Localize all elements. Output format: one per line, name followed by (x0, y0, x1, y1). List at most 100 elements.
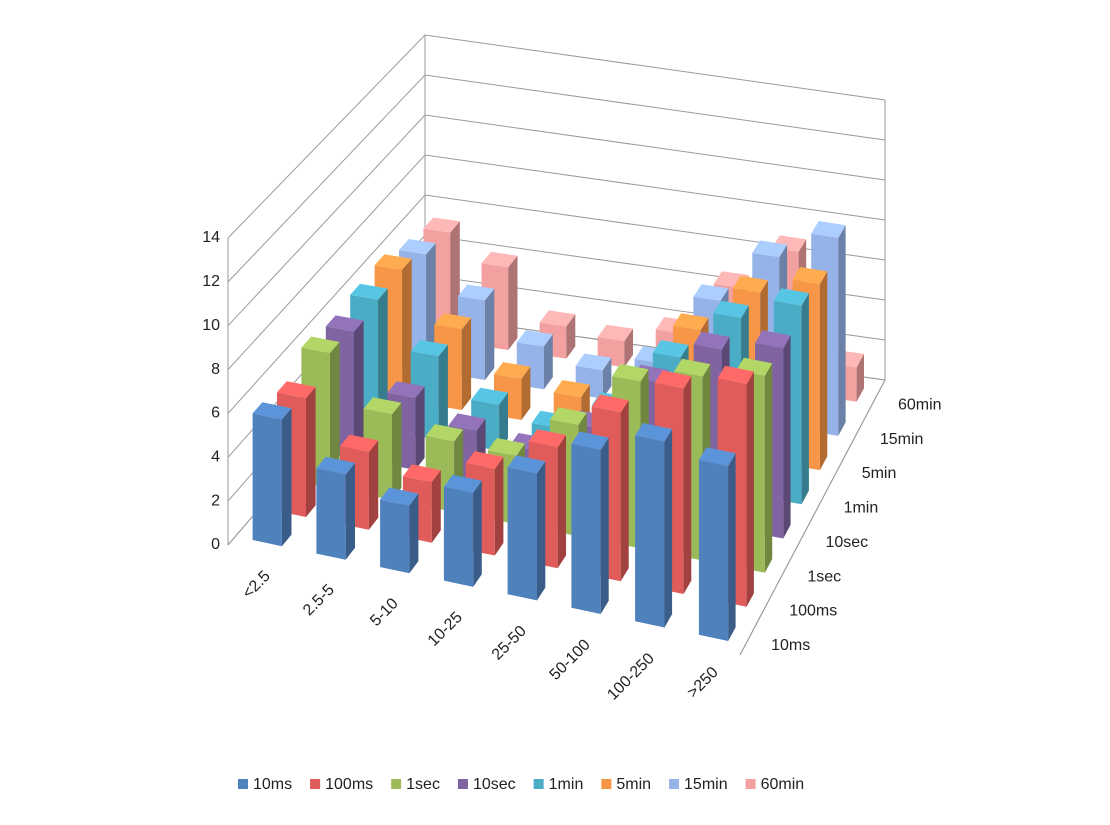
legend-swatch (669, 779, 680, 789)
bar-front (571, 443, 601, 614)
legend-swatch (457, 779, 468, 789)
bar-side (354, 320, 364, 459)
bar-top (374, 254, 412, 270)
bar-top (471, 387, 508, 405)
bar-side (819, 271, 828, 471)
bar-top (612, 363, 649, 382)
bar (507, 455, 546, 601)
z-tick-label: 100ms (789, 603, 837, 620)
grid-line (227, 114, 886, 327)
bar-top (553, 380, 590, 397)
x-tick-label: 100-250 (604, 650, 658, 704)
bar-side (838, 225, 846, 436)
bar-side (409, 493, 419, 574)
bar-side (485, 288, 495, 380)
legend-swatch (391, 779, 402, 789)
z-tick-label: 15min (880, 431, 924, 448)
bar-side (499, 392, 508, 451)
bar-side (415, 386, 425, 470)
bar-front (380, 499, 410, 574)
legend-label: 60min (761, 776, 805, 793)
bar-side (783, 335, 791, 539)
bar-top (673, 313, 709, 331)
bar-top (410, 340, 448, 357)
bar-side (368, 440, 379, 530)
bar-side (537, 461, 546, 601)
bar-side (494, 456, 504, 556)
legend-label: 100ms (325, 776, 373, 793)
x-tick-label: 2.5-5 (300, 581, 338, 619)
x-tick-label: 5-10 (367, 595, 402, 630)
legend-label: 1min (549, 776, 584, 793)
x-tick-label: 25-50 (489, 623, 530, 664)
bar-top (717, 365, 754, 385)
x-tick-label: <2.5 (239, 568, 273, 602)
bar-side (392, 402, 402, 500)
bar (410, 340, 448, 440)
bar-side (683, 376, 692, 594)
bar-side (600, 437, 609, 614)
bar-top (448, 413, 486, 431)
grid-line (227, 34, 886, 239)
bar-top (434, 313, 472, 330)
bar-side (664, 429, 673, 628)
bar-side (473, 480, 482, 587)
bar-top (674, 358, 711, 377)
bar-front (443, 486, 474, 587)
bar-side (764, 363, 773, 573)
bar-top (755, 330, 791, 349)
z-tick-label: 10sec (825, 534, 868, 551)
bar-top (487, 438, 525, 456)
y-tick-label: 6 (211, 405, 220, 422)
bar-top (363, 397, 402, 415)
y-tick-label: 10 (202, 317, 220, 334)
bar-top (481, 251, 518, 268)
bar-top (652, 340, 689, 358)
legend-label: 1sec (406, 776, 440, 793)
axis-edge (739, 379, 886, 656)
bar-top (423, 217, 460, 233)
legend-label: 15min (684, 776, 728, 793)
bar-side (508, 255, 518, 350)
z-tick-label: 10ms (771, 637, 810, 654)
bar-top (325, 315, 364, 332)
y-tick-label: 8 (211, 361, 220, 378)
legend-label: 5min (616, 776, 651, 793)
bar-side (330, 342, 340, 488)
bar-side (438, 344, 448, 440)
x-tick-label: 10-25 (425, 609, 466, 650)
bar (571, 431, 609, 614)
bar-side (602, 357, 612, 399)
bar-top (752, 240, 788, 258)
bar-top (635, 423, 673, 442)
legend-swatch (238, 779, 248, 789)
z-tick-label: 60min (898, 396, 942, 413)
bar-top (465, 451, 504, 469)
bar-side (856, 353, 864, 402)
bar (316, 456, 355, 560)
bar-top (591, 394, 629, 413)
bar-side (521, 366, 531, 420)
bar-top (792, 267, 828, 285)
bar-top (277, 381, 316, 399)
bar-top (693, 331, 730, 350)
bar-top (387, 381, 425, 398)
bar-top (516, 330, 553, 347)
bar-side (402, 258, 412, 400)
legend-swatch (601, 779, 612, 789)
bar-side (557, 435, 566, 569)
bar-top (494, 362, 531, 379)
bar-top (399, 239, 436, 255)
bar-top (654, 370, 692, 389)
grid-line (227, 74, 886, 283)
bar-top (597, 324, 633, 341)
bar (698, 447, 736, 641)
bar-top (713, 300, 749, 319)
bar-top (539, 310, 576, 327)
x-tick-label: >250 (684, 664, 722, 702)
bar-top (693, 284, 729, 301)
bar-top (350, 283, 388, 300)
bar-top (575, 353, 612, 371)
bar-side (801, 293, 809, 505)
bar-side (431, 470, 441, 543)
